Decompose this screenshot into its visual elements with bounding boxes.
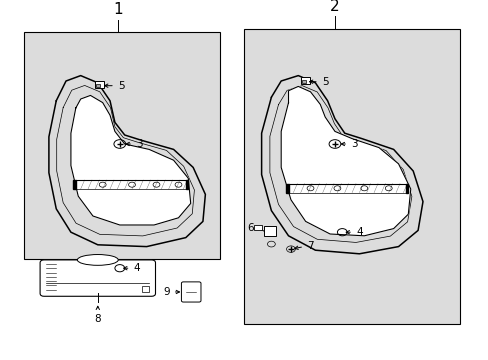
- Text: 3: 3: [350, 139, 357, 149]
- Bar: [254, 225, 261, 230]
- Polygon shape: [71, 95, 190, 225]
- Bar: [95, 81, 104, 88]
- Bar: [285, 184, 288, 193]
- Text: 5: 5: [321, 77, 328, 87]
- Text: 5: 5: [118, 81, 125, 91]
- Text: 4: 4: [133, 263, 140, 273]
- Bar: [185, 180, 188, 189]
- Text: 6: 6: [246, 222, 253, 233]
- Bar: [264, 226, 276, 236]
- FancyBboxPatch shape: [40, 260, 155, 296]
- Bar: [244, 29, 459, 324]
- Text: 4: 4: [355, 227, 362, 237]
- Bar: [73, 180, 76, 189]
- Text: 9: 9: [163, 287, 169, 297]
- Bar: [301, 80, 305, 83]
- Bar: [405, 184, 407, 193]
- Text: 8: 8: [94, 314, 101, 324]
- Bar: [24, 32, 220, 259]
- Text: 3: 3: [136, 139, 142, 149]
- Bar: [96, 84, 100, 87]
- Bar: [142, 286, 149, 292]
- FancyBboxPatch shape: [181, 282, 201, 302]
- Ellipse shape: [77, 255, 118, 265]
- Polygon shape: [281, 86, 410, 236]
- Bar: [300, 77, 309, 84]
- Text: 2: 2: [329, 0, 339, 14]
- Text: 7: 7: [306, 240, 313, 251]
- Text: 1: 1: [113, 2, 123, 17]
